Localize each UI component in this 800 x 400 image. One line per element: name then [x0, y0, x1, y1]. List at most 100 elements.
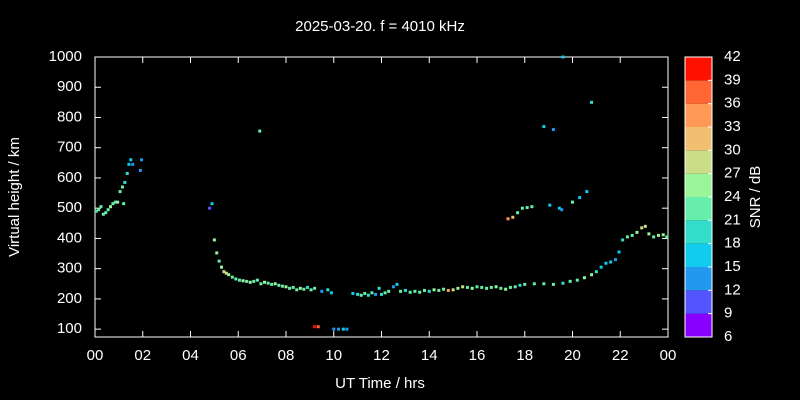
data-point	[551, 282, 555, 286]
data-point	[561, 55, 565, 59]
data-point	[97, 208, 101, 212]
data-point	[291, 285, 295, 289]
data-point	[647, 232, 651, 236]
y-tick-label: 900	[57, 78, 82, 95]
data-point	[220, 265, 224, 269]
data-point	[302, 287, 306, 291]
data-point	[337, 327, 341, 331]
data-point	[590, 273, 594, 277]
data-point	[345, 327, 349, 331]
y-tick-label: 200	[57, 290, 82, 307]
x-tick-label: 06	[230, 347, 247, 364]
data-point	[643, 224, 647, 228]
data-point	[568, 279, 572, 283]
data-point	[489, 285, 493, 289]
data-point	[140, 158, 144, 162]
data-point	[222, 270, 226, 274]
data-point	[288, 286, 292, 290]
data-point	[237, 278, 241, 282]
colorbar-band	[685, 197, 712, 221]
data-point	[363, 291, 367, 295]
data-point	[504, 287, 508, 291]
data-point	[329, 291, 333, 295]
colorbar-band	[685, 313, 712, 337]
colorbar-label: SNR / dB	[747, 166, 764, 229]
data-point	[656, 233, 660, 237]
data-point	[270, 282, 274, 286]
data-point	[661, 233, 665, 237]
data-point	[403, 288, 407, 292]
data-point	[511, 215, 515, 219]
data-point	[442, 287, 446, 291]
data-point	[530, 205, 534, 209]
data-point	[395, 282, 399, 286]
data-point	[635, 230, 639, 234]
data-point	[131, 162, 135, 166]
data-point	[499, 286, 503, 290]
x-tick-label: 00	[87, 347, 104, 364]
data-point	[210, 202, 214, 206]
data-point	[399, 289, 403, 293]
data-point	[277, 283, 281, 287]
x-tick-label: 18	[516, 347, 533, 364]
data-point	[582, 276, 586, 280]
data-point	[118, 190, 122, 194]
data-point	[255, 278, 259, 282]
colorbar-band	[685, 127, 712, 151]
colorbar-tick-label: 6	[724, 328, 732, 345]
data-point	[217, 259, 221, 263]
data-point	[387, 289, 391, 293]
colorbar-band	[685, 173, 712, 197]
data-point	[571, 200, 574, 204]
data-point	[295, 288, 299, 292]
data-point	[313, 325, 317, 329]
y-tick-label: 800	[57, 108, 82, 125]
data-point	[101, 212, 105, 216]
data-point	[284, 285, 288, 289]
data-point	[104, 211, 108, 215]
data-point	[377, 286, 381, 290]
data-point	[652, 235, 656, 239]
data-point	[525, 206, 529, 210]
data-point	[513, 285, 517, 289]
data-point	[508, 285, 512, 289]
data-point	[451, 288, 455, 292]
data-point	[630, 233, 634, 237]
data-point	[94, 209, 98, 213]
data-point	[370, 291, 374, 295]
data-point	[578, 196, 582, 200]
data-point	[456, 286, 460, 290]
data-point	[542, 125, 546, 129]
data-point	[208, 206, 212, 210]
data-point	[560, 208, 564, 212]
data-point	[432, 288, 436, 292]
data-point	[99, 205, 103, 209]
colorbar-tick-label: 30	[724, 141, 741, 158]
data-point	[356, 292, 360, 296]
colorbar-band	[685, 57, 712, 81]
data-point	[266, 281, 270, 285]
colorbar-tick-label: 36	[724, 95, 741, 112]
data-point	[341, 327, 345, 331]
data-point	[461, 285, 465, 289]
colorbar-tick-label: 33	[724, 118, 741, 135]
data-point	[590, 100, 594, 104]
data-point	[248, 280, 252, 284]
data-point	[475, 285, 479, 289]
data-point	[374, 292, 378, 296]
colorbar-band	[685, 243, 712, 267]
data-point	[548, 203, 552, 207]
y-tick-label: 400	[57, 229, 82, 246]
data-point	[120, 185, 124, 189]
colorbar-tick-label: 39	[724, 71, 741, 88]
data-point	[245, 279, 249, 283]
colorbar-band	[685, 103, 712, 127]
data-point	[625, 235, 629, 239]
data-point	[470, 286, 474, 290]
y-tick-label: 300	[57, 260, 82, 277]
x-tick-label: 08	[278, 347, 295, 364]
data-point	[418, 290, 422, 294]
x-tick-label: 16	[469, 347, 486, 364]
data-point	[665, 235, 669, 239]
